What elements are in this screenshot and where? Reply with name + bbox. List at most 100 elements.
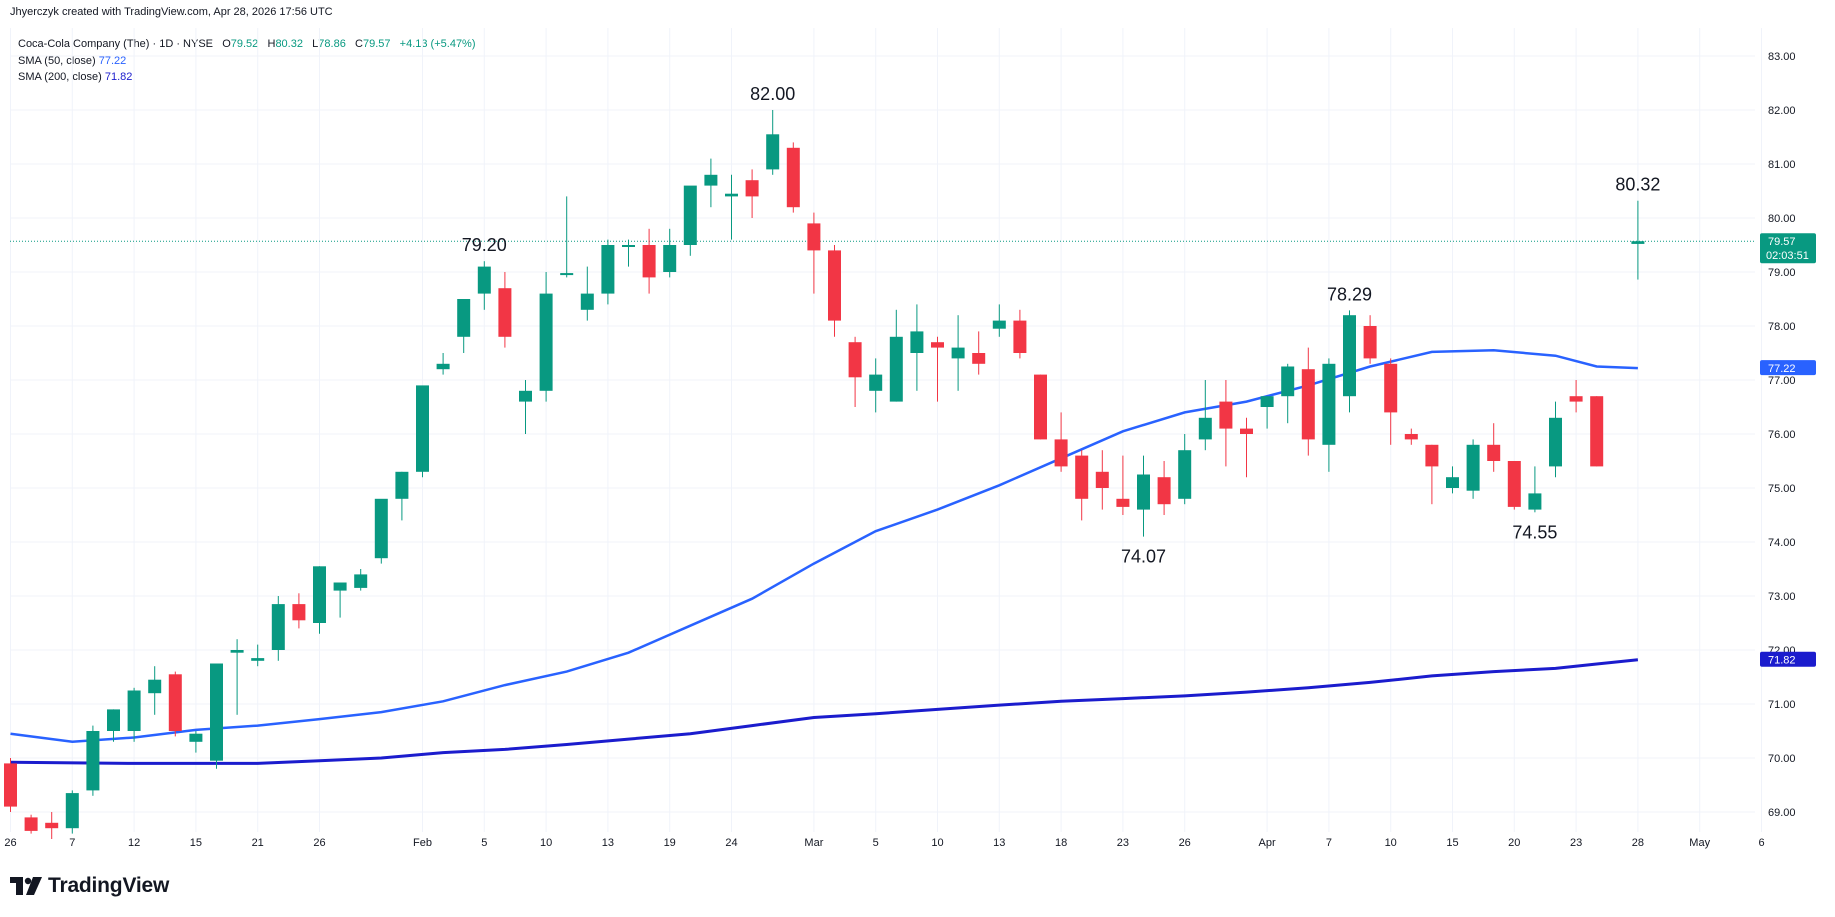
x-tick-label: 7 [1326, 837, 1332, 849]
candle-body [1446, 477, 1459, 488]
candle-body [1487, 444, 1501, 461]
x-tick-label: 10 [540, 837, 552, 849]
sma200-price-tag: 71.82 [1768, 655, 1796, 667]
candle-body [992, 320, 1006, 329]
x-tick-label: 6 [1758, 837, 1764, 849]
y-tick-label: 73.00 [1768, 591, 1796, 603]
x-tick-label: Apr [1259, 837, 1276, 849]
price-annotation: 82.00 [750, 84, 795, 104]
last-price-tag: 79.57 [1768, 236, 1796, 248]
last-price-tag-countdown: 02:03:51 [1766, 250, 1809, 262]
candle-body [1219, 401, 1233, 429]
candle-body [766, 134, 780, 170]
candle-body [271, 604, 285, 650]
candle-body [745, 180, 759, 197]
sma200-price-tag-bg [1760, 651, 1816, 667]
candle-body [828, 250, 841, 321]
candle-body [1343, 315, 1356, 397]
y-tick-label: 71.00 [1768, 699, 1796, 711]
candle-body [848, 342, 862, 378]
y-tick-label: 77.00 [1768, 375, 1796, 387]
candle-body [498, 288, 512, 337]
y-tick-label: 70.00 [1768, 753, 1796, 765]
candle-body [251, 658, 265, 661]
candle-body [148, 679, 162, 694]
candle-body [86, 731, 100, 791]
candle-body [1281, 366, 1295, 397]
candle-body [168, 674, 182, 731]
candle-body [580, 293, 594, 310]
candle-body [1590, 396, 1604, 467]
candle-body [457, 299, 471, 337]
symbol-name[interactable]: Coca-Cola Company (The) · 1D · NYSE [18, 38, 214, 50]
candle-body [1198, 417, 1212, 440]
candle-body [1301, 369, 1315, 440]
y-tick-label: 78.00 [1768, 321, 1796, 333]
candle-body [4, 763, 17, 807]
candle-body [1549, 417, 1562, 467]
x-tick-label: 23 [1570, 837, 1582, 849]
candle-body [910, 331, 924, 353]
open-value: 79.52 [230, 38, 259, 50]
low-value: 78.86 [318, 38, 346, 50]
y-tick-label: 69.00 [1768, 807, 1796, 819]
open-label: O [222, 38, 231, 50]
sma50-label: SMA (50, close) [18, 54, 96, 67]
candle-body [560, 273, 574, 276]
y-tick-label: 74.00 [1768, 537, 1796, 549]
y-tick-label: 76.00 [1768, 429, 1796, 441]
legend-sma50-row[interactable]: SMA (50, close) 77.22 [18, 53, 476, 70]
candle-body [1116, 498, 1130, 507]
sma50-value: 77.22 [98, 54, 127, 67]
change-value: +4.13 (+5.47%) [399, 38, 476, 50]
x-tick-label: 28 [1632, 837, 1644, 849]
candle-body [869, 374, 883, 391]
close-label: C [355, 38, 363, 50]
candle-body [65, 793, 79, 829]
x-tick-label: 10 [931, 837, 943, 849]
price-annotation: 74.07 [1121, 547, 1166, 567]
candle-body [1631, 241, 1645, 244]
candle-body [704, 174, 718, 186]
candle-body [622, 245, 635, 247]
sma50-price-tag: 77.22 [1768, 363, 1796, 375]
y-tick-label: 79.00 [1768, 267, 1796, 279]
candle-body [1054, 439, 1068, 467]
x-tick-label: 18 [1055, 837, 1067, 849]
x-tick-label: May [1689, 837, 1710, 849]
x-tick-label: 26 [313, 837, 325, 849]
price-annotation: 74.55 [1512, 522, 1557, 542]
candle-body [889, 336, 903, 402]
x-tick-label: Mar [804, 837, 823, 849]
candle-body [1425, 444, 1439, 467]
x-tick-label: 26 [4, 837, 16, 849]
brand-footer[interactable]: TradingView [10, 874, 169, 898]
candle-body [1075, 455, 1089, 499]
sma50-price-tag-bg [1760, 360, 1816, 376]
x-tick-label: Feb [413, 837, 432, 849]
price-annotation: 79.20 [462, 235, 507, 255]
candle-body [1322, 363, 1336, 445]
candle-body [374, 498, 388, 559]
sma50-line [10, 349, 1638, 744]
candle-body [436, 363, 450, 370]
candle-body [1507, 461, 1521, 507]
candle-body [354, 574, 368, 588]
last-price-tag-bg [1760, 233, 1816, 264]
candle-body [45, 822, 59, 829]
candle-body [725, 193, 738, 197]
x-tick-label: 15 [190, 837, 202, 849]
x-tick-label: 13 [993, 837, 1005, 849]
y-tick-label: 80.00 [1768, 213, 1796, 225]
high-label: H [267, 38, 276, 50]
candle-body [1013, 320, 1027, 353]
candle-body [601, 245, 615, 294]
candle-body [416, 385, 429, 472]
sma200-label: SMA (200, close) [18, 71, 102, 83]
candle-body [1240, 428, 1253, 434]
legend-sma200-row[interactable]: SMA (200, close) 71.82 [18, 69, 476, 86]
y-tick-label: 75.00 [1768, 483, 1796, 495]
attribution-text: Jhyerczyk created with TradingView.com, … [10, 6, 333, 18]
y-tick-label: 81.00 [1768, 159, 1796, 171]
